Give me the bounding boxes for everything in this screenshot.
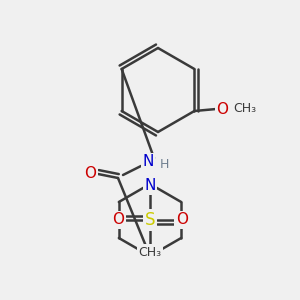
Text: CH₃: CH₃: [233, 103, 256, 116]
Text: N: N: [142, 154, 154, 169]
Text: O: O: [176, 212, 188, 227]
Text: O: O: [84, 167, 96, 182]
Text: O: O: [216, 101, 228, 116]
Text: N: N: [144, 178, 156, 194]
Text: H: H: [159, 158, 169, 170]
Text: S: S: [145, 211, 155, 229]
Text: CH₃: CH₃: [138, 245, 162, 259]
Text: O: O: [112, 212, 124, 227]
